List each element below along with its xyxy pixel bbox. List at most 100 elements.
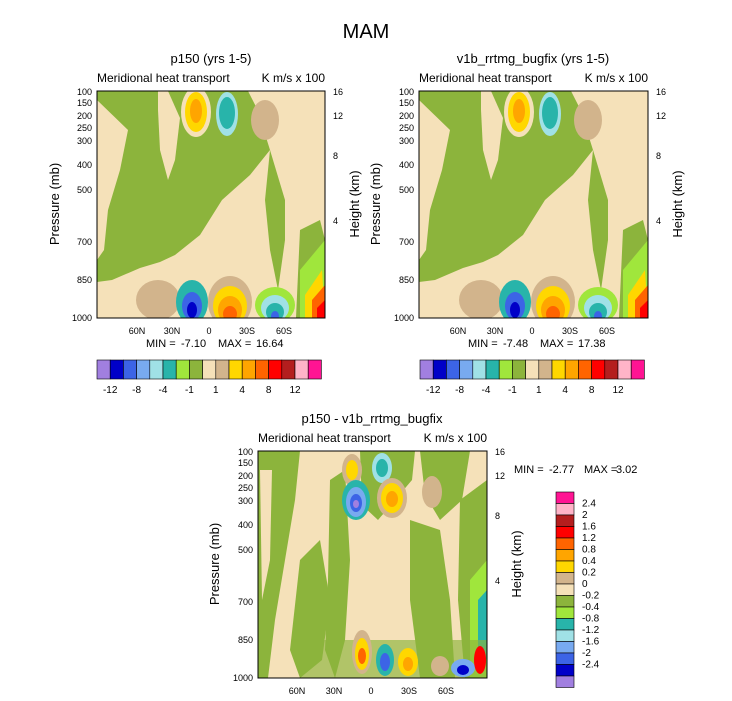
- y-axis-label: Pressure (mb): [207, 523, 222, 605]
- height-tick: 16: [495, 447, 505, 457]
- colorbar-swatch: [241, 359, 256, 380]
- colorbar-label: 4: [562, 385, 568, 396]
- y-axis-label: Pressure (mb): [368, 163, 383, 245]
- pressure-tick: 300: [77, 136, 92, 146]
- colorbar-swatch: [472, 359, 487, 380]
- min-label: MIN =: [146, 338, 176, 350]
- colorbar-swatch: [123, 359, 137, 380]
- pressure-tick: 400: [399, 160, 414, 170]
- lat-tick: 30N: [326, 686, 343, 696]
- colorbar-label: 1: [536, 385, 542, 396]
- y-axis-label: Pressure (mb): [47, 163, 62, 245]
- colorbar-swatch: [555, 549, 575, 562]
- colorbar-label: 12: [289, 385, 301, 396]
- min-max-readout: MIN = -2.77 MAX = 3.02: [514, 464, 637, 476]
- height-tick: 8: [656, 151, 661, 161]
- latitude-axis: 60N 30N 0 30S 60S: [289, 686, 454, 696]
- colorbar-label: -8: [455, 385, 464, 396]
- colorbar-label: -1: [185, 385, 194, 396]
- colorbar-label: 1: [213, 385, 219, 396]
- pressure-tick: 250: [77, 123, 92, 133]
- max-value: 16.64: [256, 338, 284, 350]
- colorbar-swatch: [136, 359, 151, 380]
- height-axis: 16 12 8 4: [333, 87, 343, 226]
- min-label: MIN =: [468, 338, 498, 350]
- lat-tick: 60N: [450, 326, 467, 336]
- colorbar-swatch: [294, 359, 309, 380]
- colorbar-label: 0: [582, 579, 588, 590]
- colorbar-label: 1.6: [582, 522, 596, 533]
- colorbar-swatch: [555, 641, 575, 654]
- lat-tick: 30N: [164, 326, 181, 336]
- max-label: MAX =: [218, 338, 251, 350]
- lat-tick: 0: [206, 326, 211, 336]
- colorbar: 2.421.61.20.80.40.20-0.2-0.4-0.8-1.2-1.6…: [555, 491, 600, 688]
- height-tick: 16: [656, 87, 666, 97]
- colorbar-swatch: [555, 537, 575, 550]
- colorbar-label: -0.4: [582, 602, 600, 613]
- colorbar-swatch: [555, 514, 575, 527]
- colorbar: -12 -8 -4 -1 1 4 8 12: [419, 359, 645, 396]
- colorbar-swatch: [555, 664, 575, 677]
- pressure-tick: 200: [77, 111, 92, 121]
- latitude-axis: 60N 30N 0 30S 60S: [129, 326, 292, 336]
- contour-field: [97, 91, 325, 318]
- colorbar: -12 -8 -4 -1 1 4 8 12: [96, 359, 322, 396]
- colorbar-label: -8: [132, 385, 141, 396]
- colorbar-swatch: [604, 359, 619, 380]
- pressure-tick: 850: [399, 275, 414, 285]
- colorbar-swatch: [555, 675, 575, 688]
- pressure-tick: 300: [399, 136, 414, 146]
- panel-left-label: Meridional heat transport: [97, 71, 230, 85]
- colorbar-swatch: [555, 491, 575, 504]
- panel-p150: p150 (yrs 1-5) Meridional heat transport…: [47, 51, 362, 396]
- colorbar-label: -1.6: [582, 637, 600, 648]
- colorbar-swatch: [432, 359, 447, 380]
- colorbar-label: -4: [482, 385, 491, 396]
- pressure-tick: 100: [77, 87, 92, 97]
- contour-field: [419, 91, 648, 318]
- colorbar-swatch: [555, 503, 575, 516]
- colorbar-swatch: [268, 359, 283, 380]
- panel-left-label: Meridional heat transport: [258, 431, 391, 445]
- pressure-axis: 100 150 200 250 300 400 500 700 850 1000: [233, 447, 253, 683]
- y-axis-right-label: Height (km): [670, 170, 685, 237]
- pressure-axis: 100 150 200 250 300 400 500 700 850 1000: [72, 87, 92, 323]
- height-tick: 12: [656, 111, 666, 121]
- lat-tick: 30S: [401, 686, 417, 696]
- lat-tick: 30S: [562, 326, 578, 336]
- colorbar-label: 8: [589, 385, 595, 396]
- panel-v1b: v1b_rrtmg_bugfix (yrs 1-5) Meridional he…: [368, 51, 685, 396]
- height-tick: 16: [333, 87, 343, 97]
- colorbar-swatch: [555, 526, 575, 539]
- pressure-tick: 700: [238, 597, 253, 607]
- max-value: 3.02: [616, 464, 637, 476]
- contour-field: [258, 451, 487, 678]
- colorbar-swatch: [228, 359, 243, 380]
- colorbar-label: 1.2: [582, 533, 596, 544]
- panel-right-label: K m/s x 100: [262, 71, 326, 85]
- panel-right-label: K m/s x 100: [424, 431, 488, 445]
- pressure-tick: 250: [238, 483, 253, 493]
- colorbar-swatch: [281, 359, 296, 380]
- pressure-tick: 300: [238, 496, 253, 506]
- lat-tick: 30S: [239, 326, 255, 336]
- colorbar-swatch: [555, 629, 575, 642]
- height-tick: 12: [333, 111, 343, 121]
- panel-title: p150 - v1b_rrtmg_bugfix: [302, 411, 443, 426]
- colorbar-swatch: [255, 359, 269, 380]
- colorbar-label: -4: [159, 385, 168, 396]
- colorbar-swatch: [307, 359, 322, 380]
- pressure-tick: 150: [399, 98, 414, 108]
- colorbar-swatch: [555, 572, 575, 585]
- colorbar-label: -0.2: [582, 591, 600, 602]
- height-tick: 4: [656, 216, 661, 226]
- colorbar-swatch: [555, 618, 575, 631]
- colorbar-swatch: [555, 595, 575, 608]
- colorbar-label: -12: [426, 385, 441, 396]
- pressure-tick: 150: [77, 98, 92, 108]
- colorbar-swatch: [189, 359, 203, 380]
- panel-title: v1b_rrtmg_bugfix (yrs 1-5): [457, 51, 609, 66]
- panel-title: p150 (yrs 1-5): [171, 51, 252, 66]
